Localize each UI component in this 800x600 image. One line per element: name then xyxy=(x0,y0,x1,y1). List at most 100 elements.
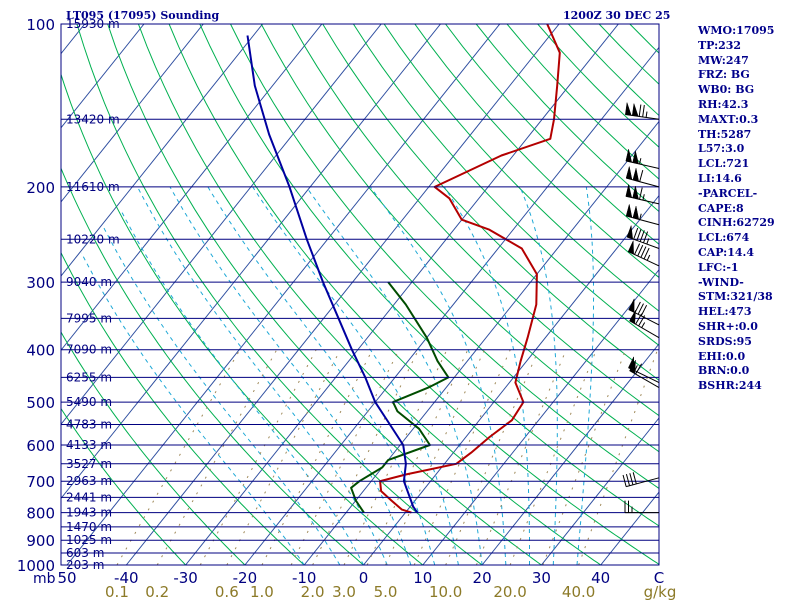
wind-barb xyxy=(625,184,660,205)
barb-pennant xyxy=(628,298,635,313)
wind-barb xyxy=(625,149,660,170)
dry-adiabat-line xyxy=(76,24,483,565)
isotherm-line xyxy=(61,24,382,426)
barb-pennant xyxy=(632,186,639,200)
mixing-ratio-line xyxy=(290,349,400,565)
isotherm-line xyxy=(363,194,659,565)
height-label: 10220 m xyxy=(66,232,120,246)
mixing-ratio-label: 1.0 xyxy=(250,583,274,600)
barb-pennant xyxy=(625,204,633,218)
wind-barb xyxy=(624,500,659,514)
index-line: HEL:473 xyxy=(698,305,752,319)
index-line: L57:3.0 xyxy=(698,142,745,156)
dry-adiabat-line xyxy=(168,24,659,565)
index-line: LFC:-1 xyxy=(698,260,739,274)
axis-labels: 15930 m 13420 m 11610 m 10220 m 9040 m 7995 m… xyxy=(17,16,677,600)
index-line: LCL:674 xyxy=(698,231,750,245)
mixing-ratio-label: 5.0 xyxy=(374,583,398,600)
height-label: 13420 m xyxy=(66,112,120,126)
height-label: 6255 m xyxy=(66,370,112,384)
plot-border xyxy=(60,23,660,566)
isotherm-line xyxy=(66,24,501,565)
index-line: LCL:721 xyxy=(698,157,750,171)
isotherm-line xyxy=(61,24,204,203)
mixing-ratio-line xyxy=(226,349,341,565)
moist-adiabat-line xyxy=(169,186,412,565)
isotherm-line xyxy=(125,24,560,565)
grid-lines xyxy=(61,24,659,565)
index-line: WMO:17095 xyxy=(698,24,775,37)
pressure-tick-label: 400 xyxy=(26,342,55,360)
barb-pennant xyxy=(625,149,633,163)
mixing-ratio-line xyxy=(199,349,317,565)
wind-barb xyxy=(629,310,660,339)
index-line: WB0: BG xyxy=(698,83,755,97)
mixing-ratio-line xyxy=(343,349,448,565)
barb-half-flag xyxy=(646,238,650,245)
pressure-tick-label: 800 xyxy=(26,505,55,523)
index-line: CAPE:8 xyxy=(698,201,744,215)
barb-half-flag xyxy=(639,213,642,220)
mixing-ratio-label: 0.6 xyxy=(215,583,239,600)
mixing-ratio-label: 0.1 xyxy=(105,583,129,600)
mixing-ratio-line xyxy=(413,349,511,565)
height-label: 7090 m xyxy=(66,343,112,357)
barb-flag xyxy=(632,472,637,485)
mixing-ratio-line xyxy=(366,349,469,565)
temperature-tick-label: 20 xyxy=(473,569,492,587)
barb-pennant xyxy=(629,360,636,375)
isotherm-line xyxy=(303,120,659,565)
wind-barb xyxy=(625,102,660,120)
height-label: 9040 m xyxy=(66,275,112,289)
sounding-valid-time: 1200Z 30 DEC 25 xyxy=(563,9,671,22)
pressure-unit-label: mb xyxy=(33,571,56,587)
index-line: MAXT:0.3 xyxy=(698,112,759,126)
temperature-unit-label: C xyxy=(654,569,664,587)
mixing-ratio-line xyxy=(475,349,567,565)
temperature-tick-label: 50 xyxy=(57,569,76,587)
index-line: BRN:0.0 xyxy=(698,364,750,378)
mixing-ratio-line xyxy=(445,349,540,565)
barb-flag xyxy=(636,229,642,241)
mixing-ratio-label: 20.0 xyxy=(493,583,526,600)
wind-barb xyxy=(622,472,660,488)
temperature-tick-label: -40 xyxy=(114,569,139,587)
height-label: 11610 m xyxy=(66,180,120,194)
barb-pennant xyxy=(632,168,640,182)
barb-half-flag xyxy=(646,254,651,261)
barb-flag xyxy=(640,246,647,258)
barb-half-flag xyxy=(642,194,645,201)
barb-flag xyxy=(639,187,643,200)
mixing-ratio-line xyxy=(312,349,419,565)
height-label: 603 m xyxy=(66,546,104,560)
index-line: LI:14.6 xyxy=(698,171,742,185)
barb-pennant xyxy=(626,225,633,240)
barb-flag xyxy=(633,227,639,240)
index-line: -WIND- xyxy=(698,275,744,289)
barb-flag xyxy=(634,243,641,255)
mixing-ratio-line xyxy=(116,349,241,565)
pressure-tick-label: 500 xyxy=(26,394,55,412)
pressure-tick-label: 100 xyxy=(26,16,55,34)
moist-adiabat-line xyxy=(101,224,341,565)
wind-barb xyxy=(625,166,660,188)
isotherm-line xyxy=(481,343,659,565)
wind-barb xyxy=(627,240,660,267)
isotherm-line xyxy=(61,24,263,277)
barb-pennant xyxy=(625,184,633,198)
barb-flag xyxy=(629,473,634,485)
barb-pennant xyxy=(629,310,636,325)
barb-flag xyxy=(643,247,650,260)
pressure-tick-label: 300 xyxy=(26,274,55,292)
barb-flag xyxy=(635,313,643,325)
barb-pennant xyxy=(625,166,633,180)
sounding-title: LT095 (17095) Sounding xyxy=(66,9,220,22)
barb-flag xyxy=(637,303,644,315)
temperature-tick-label: 10 xyxy=(413,569,432,587)
height-label: 4783 m xyxy=(66,418,112,432)
pressure-tick-label: 200 xyxy=(26,179,55,197)
index-line: FRZ: BG xyxy=(698,68,750,82)
pressure-tick-label: 700 xyxy=(26,473,55,491)
height-label: 1025 m xyxy=(66,533,112,547)
